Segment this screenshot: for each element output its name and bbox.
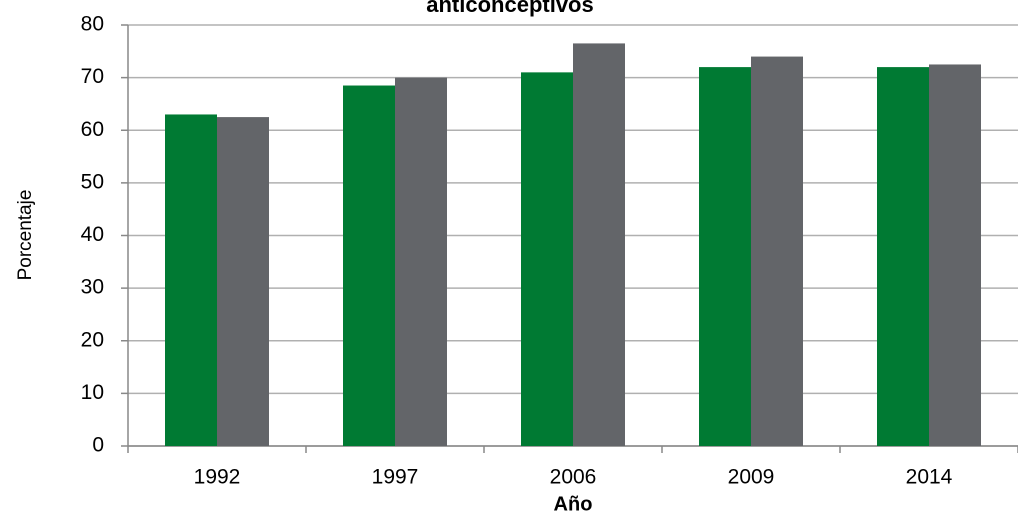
bar [929,64,981,446]
y-tick-label: 60 [81,118,104,141]
x-tick-label: 2009 [728,466,775,489]
bar [573,43,625,446]
bar [165,114,217,447]
bar [699,67,751,446]
bar [217,117,269,446]
x-tick-label: 2014 [906,466,953,489]
y-tick-label: 50 [81,170,104,193]
y-tick-label: 20 [81,328,104,351]
x-axis-label: Año [554,493,593,515]
y-tick-label: 40 [81,223,104,246]
bar [521,72,573,447]
bar [343,85,395,447]
y-tick-label: 70 [81,65,104,88]
y-tick-label: 30 [81,276,104,299]
x-tick-label: 2006 [550,466,597,489]
bar [877,67,929,446]
y-tick-label: 0 [92,434,104,457]
bar [395,77,447,446]
y-tick-label: 10 [81,381,104,404]
y-axis-label: Porcentaje [15,190,36,281]
y-tick-label: 80 [81,13,104,36]
x-tick-label: 1997 [372,466,419,489]
x-tick-label: 1992 [194,466,241,489]
bar [751,56,803,446]
chart-title: anticonceptivos [426,0,593,17]
